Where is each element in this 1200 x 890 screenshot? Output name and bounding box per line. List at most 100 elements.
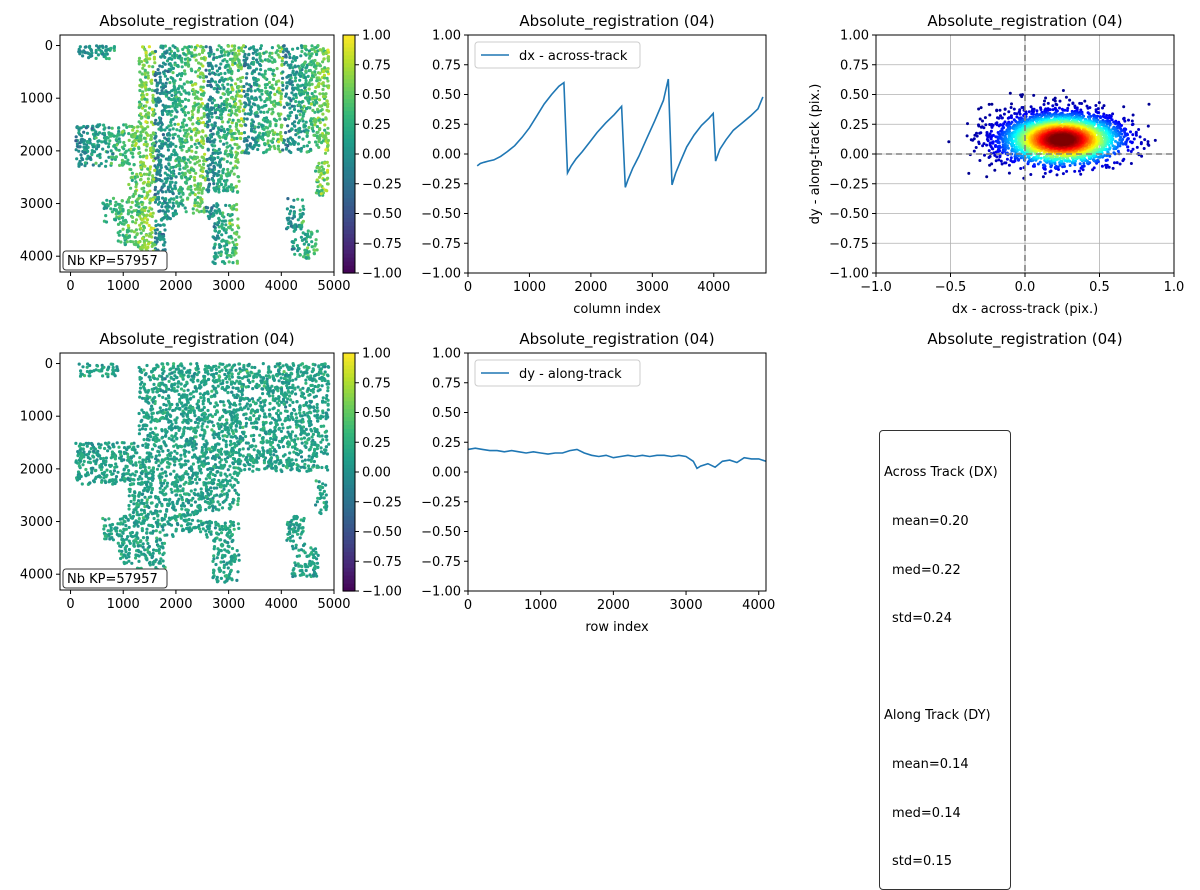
map-point xyxy=(222,168,225,171)
map-point xyxy=(326,70,329,73)
map-point xyxy=(324,152,327,155)
map-point xyxy=(124,221,127,224)
map-point xyxy=(127,183,130,186)
map-point xyxy=(182,157,185,160)
map-point xyxy=(201,156,204,159)
map-point xyxy=(166,177,169,180)
map-point xyxy=(294,65,297,68)
colorbar-segment xyxy=(343,79,355,84)
map-point xyxy=(236,260,239,263)
map-point xyxy=(139,178,142,181)
map-point xyxy=(298,79,301,82)
x-tick-label: 1000 xyxy=(513,280,546,295)
map-point xyxy=(175,115,178,118)
map-point xyxy=(206,206,209,209)
map-point xyxy=(139,155,142,158)
map-point xyxy=(299,75,302,78)
map-point xyxy=(121,199,124,202)
map-point xyxy=(146,214,149,217)
map-point xyxy=(252,102,255,105)
map-point xyxy=(180,199,183,202)
colorbar-segment xyxy=(343,63,355,68)
scatter-point xyxy=(989,155,992,158)
map-point xyxy=(318,166,321,169)
map-point xyxy=(257,126,260,129)
map-point xyxy=(173,153,176,156)
colorbar-segment xyxy=(343,190,355,195)
map-point xyxy=(134,192,137,195)
map-dots-map_dx xyxy=(74,44,330,266)
legend-profile_dx: dx - across-track xyxy=(475,42,640,68)
map-point xyxy=(193,184,196,187)
map-point xyxy=(311,97,314,100)
map-point xyxy=(193,176,196,179)
scatter-point xyxy=(1040,157,1043,160)
map-point xyxy=(147,116,150,119)
map-point xyxy=(219,140,222,143)
colorbar-segment xyxy=(343,134,355,139)
map-point xyxy=(176,105,179,108)
map-point xyxy=(88,138,91,141)
map-point xyxy=(140,117,143,120)
map-point xyxy=(216,236,219,239)
map-point xyxy=(260,44,263,47)
map-point xyxy=(214,262,217,265)
map-point xyxy=(115,208,118,211)
map-point xyxy=(262,118,265,121)
map-point xyxy=(221,59,224,62)
map-point xyxy=(239,80,242,83)
map-point xyxy=(184,72,187,75)
map-point xyxy=(133,163,136,166)
x-tick-label: 5000 xyxy=(317,279,350,294)
colorbar-segment xyxy=(343,106,355,111)
map-point xyxy=(307,52,310,55)
map-point xyxy=(207,148,210,151)
map-point xyxy=(169,183,172,186)
map-point xyxy=(145,51,148,54)
map-point xyxy=(266,59,269,62)
map-point xyxy=(326,182,329,185)
map-point xyxy=(230,170,233,173)
scatter-point xyxy=(1010,156,1013,159)
map-point xyxy=(129,168,132,171)
map-point xyxy=(238,120,241,123)
map-point xyxy=(321,113,324,116)
map-point xyxy=(98,164,101,167)
colorbar-segment xyxy=(343,206,355,211)
map-point xyxy=(178,129,181,132)
map-point xyxy=(317,119,320,122)
map-point xyxy=(297,247,300,250)
map-point xyxy=(258,106,261,109)
map-point xyxy=(128,139,131,142)
map-point xyxy=(224,223,227,226)
map-point xyxy=(230,86,233,89)
map-point xyxy=(256,88,259,91)
map-point xyxy=(327,164,330,167)
map-point xyxy=(258,57,261,60)
scatter-point xyxy=(1122,105,1125,108)
map-point xyxy=(318,72,321,75)
map-point xyxy=(314,140,317,143)
map-point xyxy=(164,69,167,72)
map-point xyxy=(86,155,89,158)
map-point xyxy=(227,45,230,48)
map-point xyxy=(139,161,142,164)
map-point xyxy=(153,61,156,64)
map-point xyxy=(267,134,270,137)
map-point xyxy=(214,104,217,107)
map-point xyxy=(116,134,119,137)
map-point xyxy=(177,135,180,138)
map-point xyxy=(295,116,298,119)
colorbar-segment xyxy=(343,83,355,88)
map-point xyxy=(154,186,157,189)
colorbar-segment xyxy=(343,198,355,203)
map-point xyxy=(235,203,238,206)
colorbar-segment xyxy=(343,261,355,266)
map-point xyxy=(327,144,330,147)
map-point xyxy=(300,50,303,53)
map-point xyxy=(302,115,305,118)
colorbar-segment xyxy=(343,210,355,215)
map-point xyxy=(75,157,78,160)
map-point xyxy=(178,172,181,175)
